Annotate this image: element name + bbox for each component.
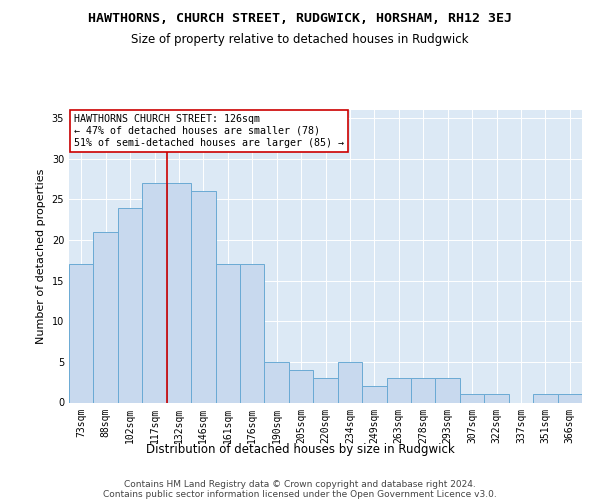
Bar xyxy=(191,191,215,402)
Bar xyxy=(289,370,313,402)
Bar xyxy=(69,264,94,402)
Bar xyxy=(484,394,509,402)
Bar xyxy=(436,378,460,402)
Text: HAWTHORNS CHURCH STREET: 126sqm
← 47% of detached houses are smaller (78)
51% of: HAWTHORNS CHURCH STREET: 126sqm ← 47% of… xyxy=(74,114,344,148)
Bar xyxy=(460,394,484,402)
Bar xyxy=(313,378,338,402)
Text: Distribution of detached houses by size in Rudgwick: Distribution of detached houses by size … xyxy=(146,442,454,456)
Bar xyxy=(265,362,289,403)
Bar xyxy=(240,264,265,402)
Bar xyxy=(362,386,386,402)
Bar xyxy=(142,183,167,402)
Y-axis label: Number of detached properties: Number of detached properties xyxy=(36,168,46,344)
Text: Contains HM Land Registry data © Crown copyright and database right 2024.
Contai: Contains HM Land Registry data © Crown c… xyxy=(103,480,497,499)
Bar xyxy=(167,183,191,402)
Text: HAWTHORNS, CHURCH STREET, RUDGWICK, HORSHAM, RH12 3EJ: HAWTHORNS, CHURCH STREET, RUDGWICK, HORS… xyxy=(88,12,512,26)
Bar xyxy=(118,208,142,402)
Bar xyxy=(411,378,436,402)
Bar xyxy=(94,232,118,402)
Bar xyxy=(338,362,362,403)
Text: Size of property relative to detached houses in Rudgwick: Size of property relative to detached ho… xyxy=(131,32,469,46)
Bar xyxy=(533,394,557,402)
Bar xyxy=(557,394,582,402)
Bar xyxy=(386,378,411,402)
Bar xyxy=(215,264,240,402)
